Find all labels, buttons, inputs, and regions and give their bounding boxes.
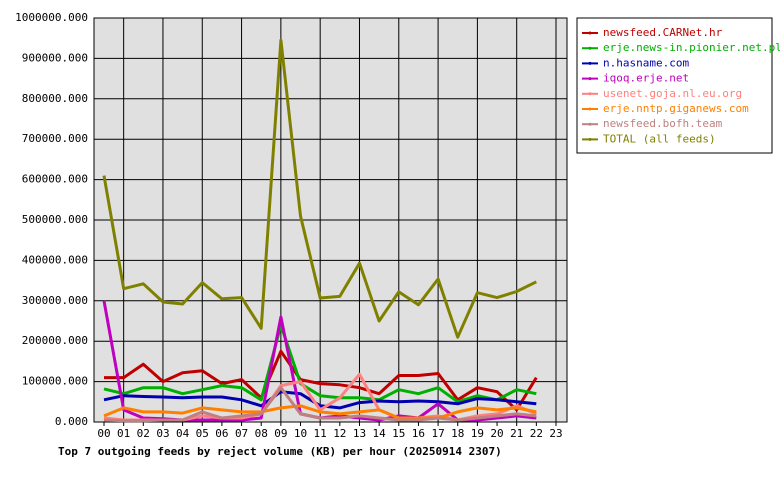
x-tick-label: 11 <box>314 427 327 440</box>
x-tick-label: 17 <box>431 427 444 440</box>
x-tick-label: 15 <box>392 427 405 440</box>
y-tick-label: 200000.000 <box>22 334 88 347</box>
series-line <box>103 386 537 423</box>
legend-dot <box>588 46 592 50</box>
series-line <box>103 323 537 404</box>
x-tick-label: 10 <box>294 427 307 440</box>
legend-dot <box>588 31 592 35</box>
x-tick-label: 06 <box>215 427 228 440</box>
y-tick-label: 400000.000 <box>22 253 88 266</box>
x-tick-label: 12 <box>333 427 346 440</box>
x-tick-label: 01 <box>117 427 130 440</box>
legend-label: newsfeed.bofh.team <box>603 117 723 130</box>
y-tick-label: 100000.000 <box>22 375 88 388</box>
x-tick-label: 02 <box>137 427 150 440</box>
legend-label: erje.news-in.pionier.net.pl <box>603 41 780 54</box>
x-tick-label: 16 <box>412 427 425 440</box>
y-tick-label: 0.000 <box>55 415 88 428</box>
legend-label: n.hasname.com <box>603 56 689 69</box>
y-tick-label: 700000.000 <box>22 132 88 145</box>
x-tick-label: 00 <box>97 427 110 440</box>
x-tick-label: 23 <box>549 427 562 440</box>
x-tick-label: 03 <box>156 427 169 440</box>
legend-label: TOTAL (all feeds) <box>603 132 716 145</box>
x-tick-label: 04 <box>176 427 190 440</box>
x-tick-label: 14 <box>373 427 387 440</box>
series-line <box>103 390 537 410</box>
y-tick-label: 500000.000 <box>22 213 88 226</box>
legend-label: usenet.goja.nl.eu.org <box>603 87 742 100</box>
legend-dot <box>588 122 592 126</box>
x-tick-label: 08 <box>255 427 268 440</box>
legend-dot <box>588 107 592 111</box>
legend-dot <box>588 61 592 65</box>
series-line <box>102 38 537 339</box>
x-tick-label: 22 <box>530 427 543 440</box>
x-axis-title: Top 7 outgoing feeds by reject volume (K… <box>58 445 502 458</box>
y-tick-label: 800000.000 <box>22 92 88 105</box>
x-tick-label: 19 <box>471 427 484 440</box>
legend-box <box>576 17 773 154</box>
legend-label: newsfeed.CARNet.hr <box>603 26 723 39</box>
legend-label: erje.nntp.giganews.com <box>603 102 749 115</box>
x-tick-label: 07 <box>235 427 248 440</box>
x-tick-label: 21 <box>510 427 523 440</box>
y-tick-label: 600000.000 <box>22 173 88 186</box>
y-tick-label: 900000.000 <box>22 51 88 64</box>
legend-dot <box>588 92 592 96</box>
x-tick-label: 20 <box>490 427 503 440</box>
legend-label: iqoq.erje.net <box>603 72 689 85</box>
legend-dot <box>588 77 592 81</box>
x-tick-label: 09 <box>274 427 287 440</box>
series-line <box>104 349 538 412</box>
y-tick-label: 1000000.000 <box>15 11 88 24</box>
series-line <box>103 404 537 420</box>
y-tick-label: 300000.000 <box>22 294 88 307</box>
x-tick-label: 18 <box>451 427 464 440</box>
x-tick-label: 05 <box>196 427 209 440</box>
x-tick-label: 13 <box>353 427 366 440</box>
legend-dot <box>588 137 592 141</box>
